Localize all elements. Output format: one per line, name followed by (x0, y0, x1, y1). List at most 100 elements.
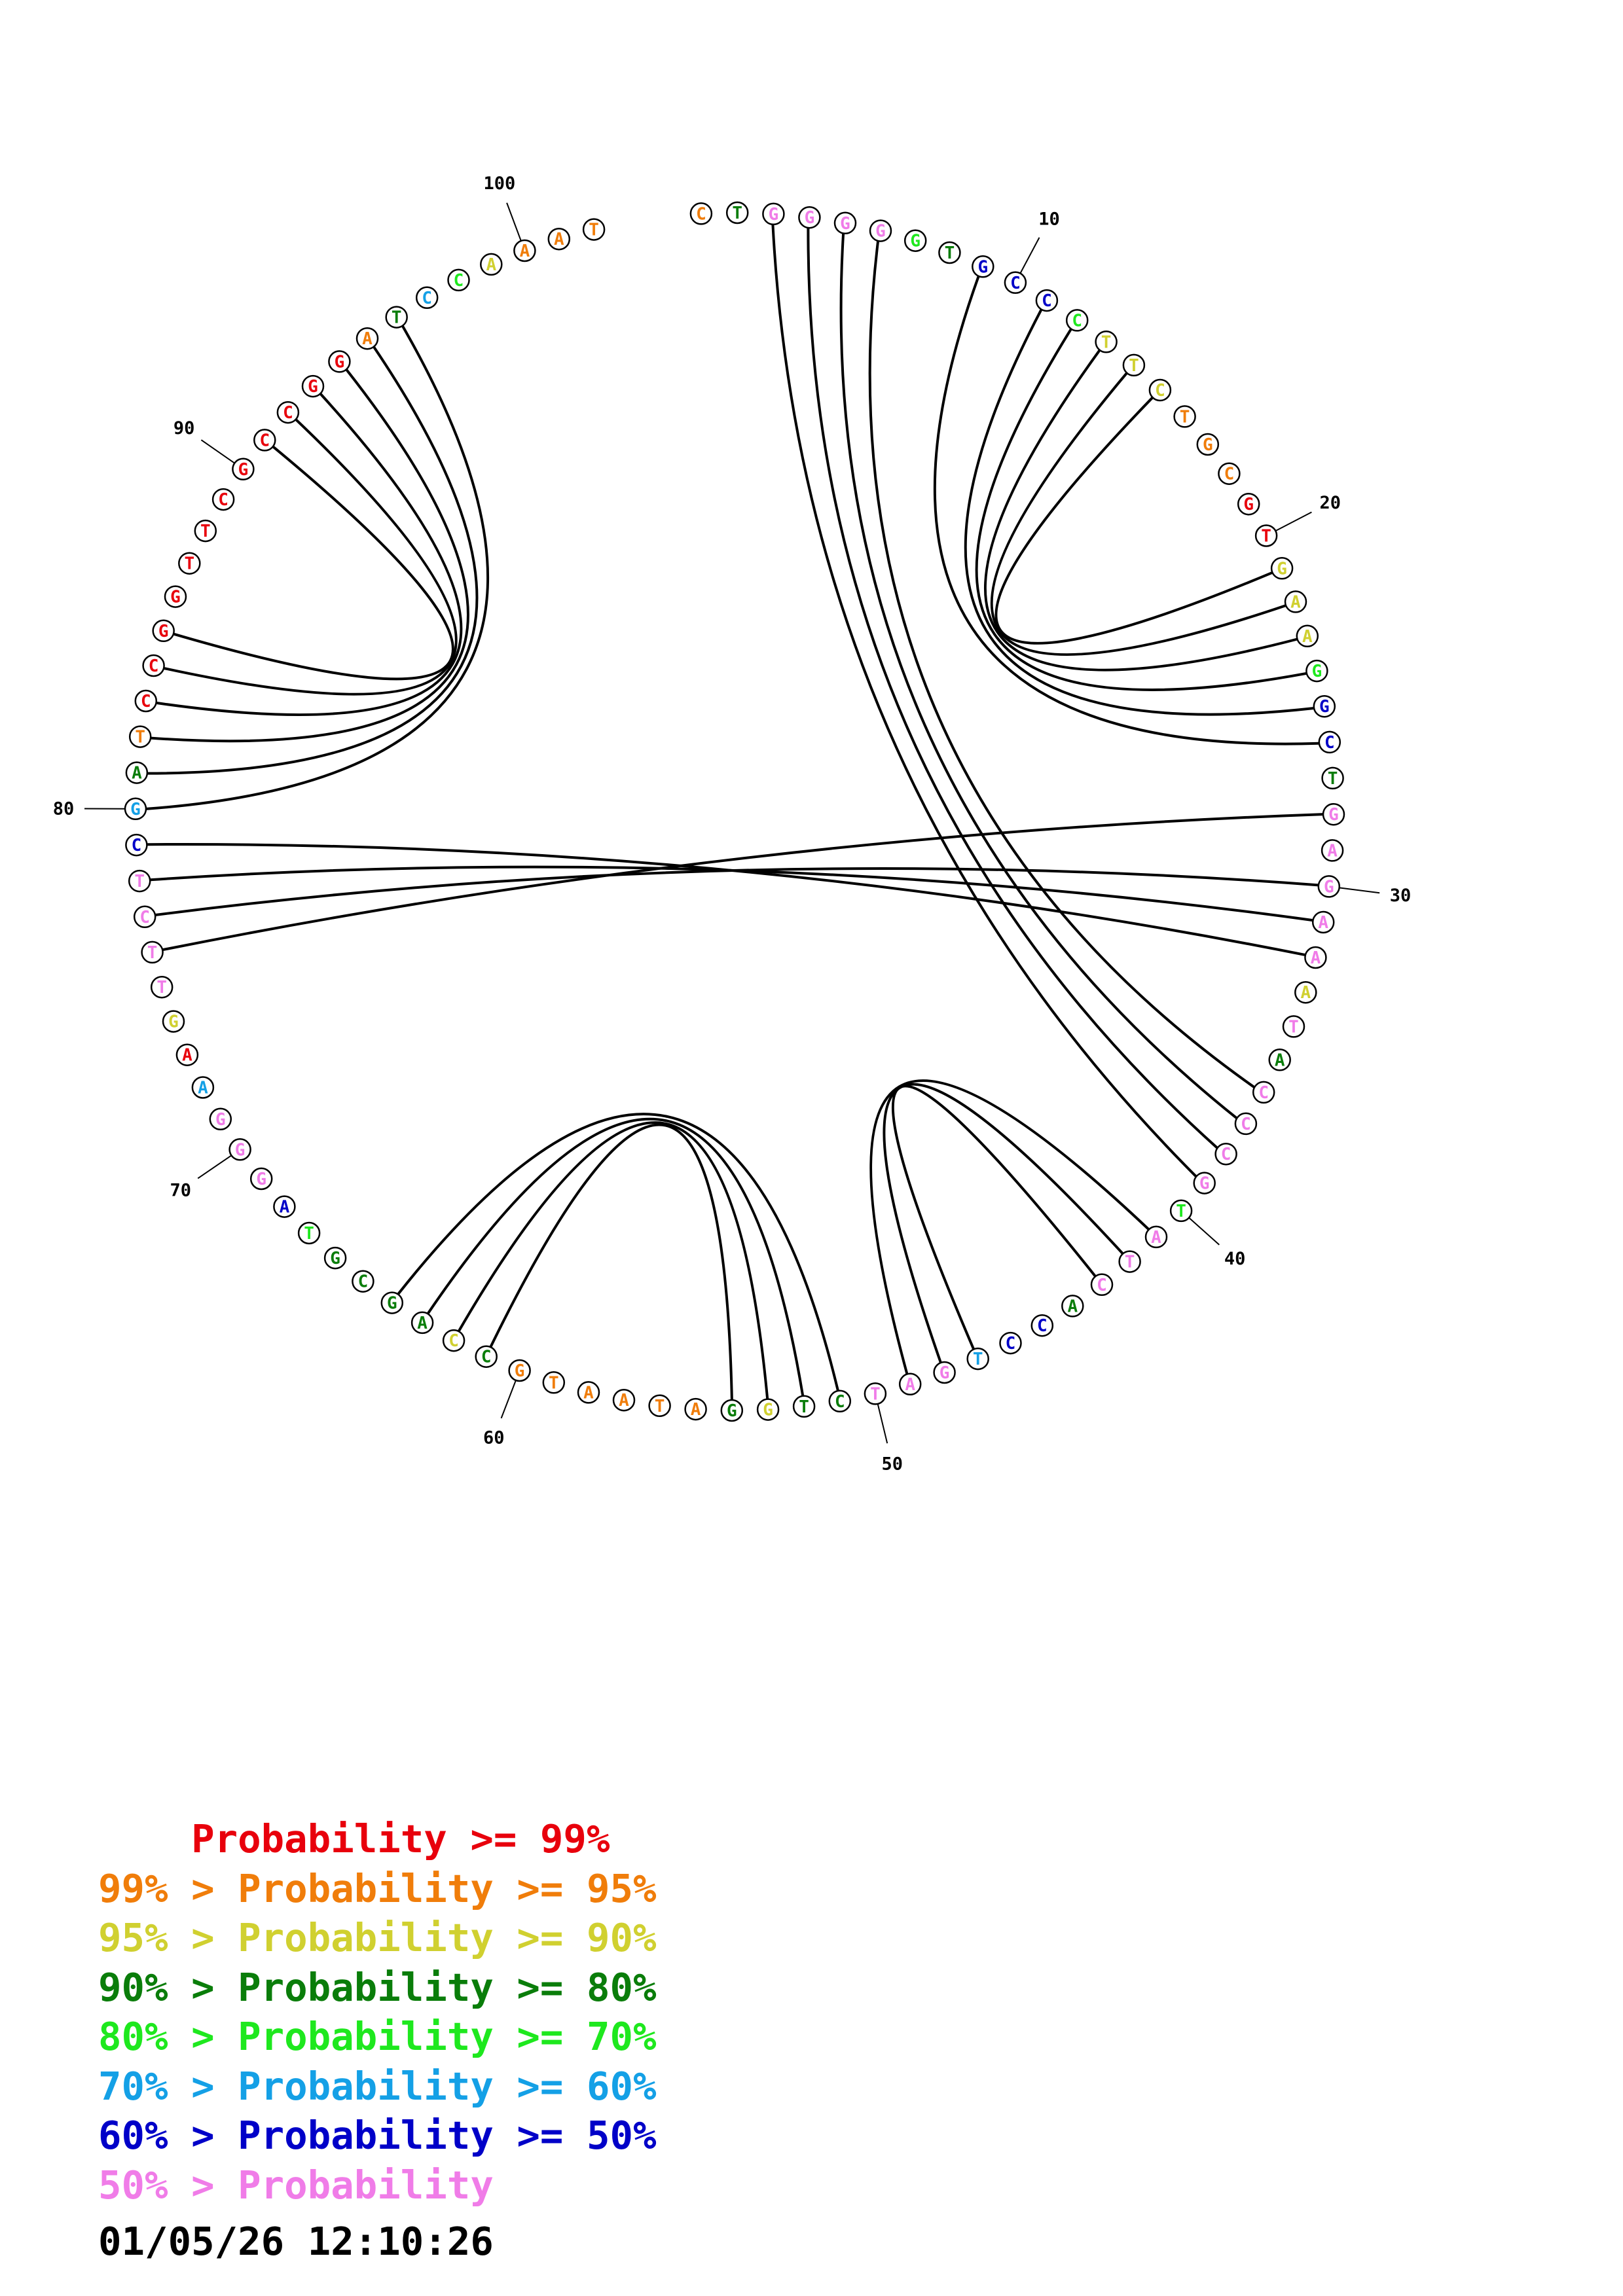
legend-row-8: 50% > Probability (98, 2161, 657, 2210)
nucleotide-circle-53 (756, 1398, 780, 1421)
nucleotide-letter-95: A (362, 329, 373, 349)
nucleotide-letter-89: C (218, 490, 228, 510)
nucleotide-letter-24: G (1312, 662, 1322, 681)
legend-range-text: Probability (238, 2162, 494, 2208)
nucleotide-64: G (380, 1291, 404, 1314)
nucleotide-99: A (480, 253, 503, 276)
nucleotide-93: G (301, 374, 325, 398)
nucleotide-circle-12 (1065, 309, 1089, 332)
tick-label-100: 100 (484, 173, 516, 194)
nucleotide-circle-49 (898, 1372, 922, 1396)
nucleotide-77: C (133, 905, 156, 929)
nucleotide-letter-51: C (835, 1392, 845, 1412)
nucleotide-letter-73: A (182, 1046, 192, 1066)
nucleotide-circle-18 (1218, 462, 1241, 485)
nucleotide-letter-66: G (330, 1249, 340, 1268)
nucleotide-circle-31 (1311, 910, 1335, 934)
legend-range-text: Probability >= 70% (238, 2014, 657, 2059)
pair-arc-43-47 (891, 1085, 1097, 1350)
nucleotide-69: G (249, 1167, 273, 1191)
nucleotide-circle-56 (648, 1394, 671, 1418)
tick-label-90: 90 (173, 418, 195, 439)
legend-row-7: 60% > Probability >= 50% (98, 2111, 657, 2161)
nucleotide-circle-7 (903, 229, 927, 252)
nucleotide-circle-87 (178, 552, 201, 575)
pair-arc-30-77 (155, 867, 1319, 916)
nucleotide-letter-13: T (1101, 332, 1112, 352)
legend-range-prefix: 70% > (98, 2063, 238, 2109)
nucleotide-97: C (415, 286, 439, 310)
nucleotide-letter-61: C (481, 1348, 492, 1367)
nucleotide-34: T (1282, 1015, 1305, 1038)
nucleotide-letter-57: A (619, 1391, 629, 1410)
nucleotide-59: T (542, 1371, 566, 1394)
nucleotide-circle-6 (869, 219, 892, 242)
nucleotide-letter-45: C (1037, 1316, 1048, 1336)
nucleotide-circle-37 (1234, 1112, 1258, 1136)
nucleotide-circle-60 (508, 1359, 531, 1382)
legend-range-text: Probability >= 60% (238, 2063, 657, 2109)
nucleotide-letter-65: C (358, 1272, 369, 1292)
nucleotide-11: C (1035, 289, 1059, 312)
nucleotide-circle-65 (352, 1270, 374, 1293)
nucleotide-circle-42 (1118, 1250, 1141, 1273)
nucleotide-letter-29: A (1327, 841, 1338, 861)
nucleotide-letter-91: C (259, 431, 270, 450)
tick-label-30: 30 (1390, 886, 1412, 906)
nucleotide-letter-22: A (1290, 592, 1301, 612)
pair-arc-42-48 (883, 1083, 1124, 1363)
nucleotide-letter-100: A (520, 242, 530, 261)
nucleotide-76: T (141, 941, 164, 964)
pair-arc-80-96 (145, 325, 489, 810)
nucleotide-circle-101 (547, 227, 571, 251)
nucleotide-circle-24 (1305, 659, 1328, 683)
nucleotide-letter-78: T (134, 872, 145, 891)
nucleotide-43: C (1090, 1273, 1114, 1297)
nucleotide-circle-32 (1304, 946, 1327, 969)
nucleotide-circle-55 (684, 1397, 707, 1421)
nucleotide-circle-46 (999, 1331, 1022, 1355)
nucleotide-letter-14: T (1129, 356, 1139, 376)
nucleotide-letter-26: C (1324, 733, 1335, 753)
nucleotide-circle-13 (1095, 331, 1118, 353)
nucleotide-94: G (328, 350, 351, 373)
nucleotide-20: T (1254, 524, 1278, 547)
legend-rows: Probability >= 99% 99% > Probability >= 9… (98, 1814, 657, 2210)
nucleotide-circle-59 (542, 1371, 566, 1394)
legend-row-5: 80% > Probability >= 70% (98, 2012, 657, 2062)
nucleotide-80: G (124, 797, 147, 821)
nucleotide-circle-28 (1322, 802, 1345, 826)
nucleotide-letter-94: G (335, 352, 345, 372)
nucleotide-letter-9: G (977, 257, 988, 277)
nucleotide-circle-91 (253, 429, 276, 452)
nucleotide-letter-72: A (198, 1079, 208, 1098)
pair-arc-85-91 (173, 445, 454, 681)
nucleotide-circle-79 (125, 833, 148, 857)
nucleotide-letter-7: G (910, 232, 921, 251)
nucleotide-54: G (720, 1399, 744, 1422)
pair-arc-41-49 (869, 1079, 1150, 1375)
nucleotide-letter-67: T (304, 1224, 314, 1244)
nucleotide-79: C (125, 833, 148, 857)
nucleotide-circle-17 (1196, 433, 1220, 456)
nucleotide-68: A (273, 1195, 296, 1218)
legend-row-6: 70% > Probability >= 60% (98, 2062, 657, 2111)
tick-label-50: 50 (882, 1454, 903, 1474)
nucleotide-letter-80: G (130, 800, 141, 819)
nucleotide-circle-11 (1035, 289, 1059, 312)
nucleotide-letter-16: T (1180, 407, 1190, 427)
legend-range-text: Probability >= 80% (238, 1964, 657, 2010)
nucleotide-letter-82: T (135, 728, 145, 747)
nucleotide-102: T (582, 218, 606, 241)
nucleotide-circle-75 (150, 975, 173, 999)
nucleotide-letter-31: A (1318, 913, 1328, 933)
nucleotide-72: A (191, 1076, 215, 1099)
nucleotide-letter-35: A (1275, 1050, 1285, 1070)
nucleotide-90: G (232, 457, 255, 481)
legend-row-3: 95% > Probability >= 90% (98, 1913, 657, 1963)
nucleotide-letter-52: T (799, 1397, 809, 1417)
nucleotide-51: C (828, 1390, 852, 1413)
nucleotide-circle-74 (162, 1010, 185, 1033)
nucleotide-circle-70 (228, 1138, 251, 1161)
pair-arc-82-94 (150, 368, 469, 743)
